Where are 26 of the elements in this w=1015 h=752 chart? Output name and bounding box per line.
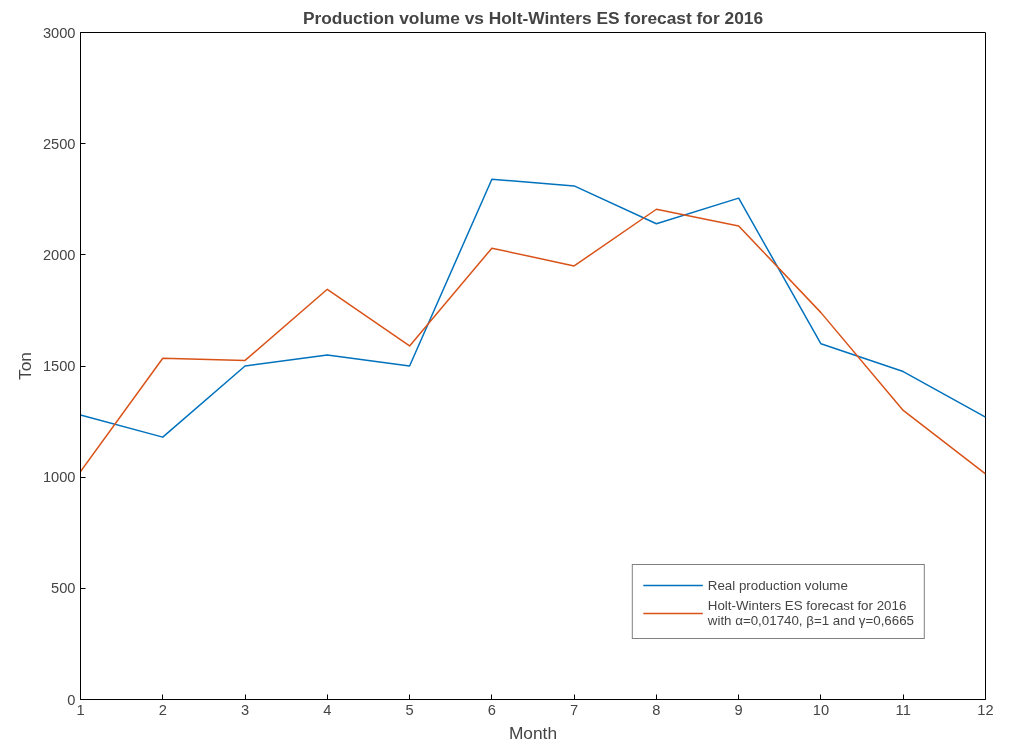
y-tick-label: 0 — [67, 691, 76, 708]
x-tick-label: 6 — [487, 701, 496, 718]
legend-label: Real production volume — [707, 577, 848, 593]
y-axis-title: Ton — [14, 352, 35, 380]
y-tick-label: 1500 — [42, 358, 76, 374]
x-tick-label: 5 — [405, 701, 414, 718]
y-tick-label: 500 — [51, 580, 76, 597]
x-axis-title: Month — [508, 722, 558, 743]
x-tick-label: 8 — [652, 701, 661, 718]
chart-title: Production volume vs Holt-Winters ES forecast for 2016 — [302, 7, 764, 28]
x-tick-label: 12 — [977, 701, 994, 718]
x-tick-label: 2 — [158, 701, 167, 718]
x-tick-label: 10 — [812, 701, 830, 718]
y-tick-label: 3000 — [42, 24, 76, 41]
line-series — [80, 178, 986, 438]
legend-label: Holt-Winters ES forecast for 2016 with α=0,01740, β=1 and γ=0,6665 — [707, 598, 914, 628]
x-tick-label: 11 — [895, 701, 911, 718]
x-tick-label: 1 — [76, 701, 85, 718]
y-tick-label: 2500 — [42, 135, 76, 152]
x-tick-label: 9 — [734, 701, 743, 718]
x-tick-label: 7 — [570, 701, 579, 718]
x-tick-label: 3 — [240, 701, 250, 718]
y-tick-label: 2000 — [42, 246, 76, 263]
y-tick-label: 1000 — [42, 469, 76, 486]
x-tick-label: 4 — [323, 701, 332, 718]
line-series — [80, 208, 986, 475]
